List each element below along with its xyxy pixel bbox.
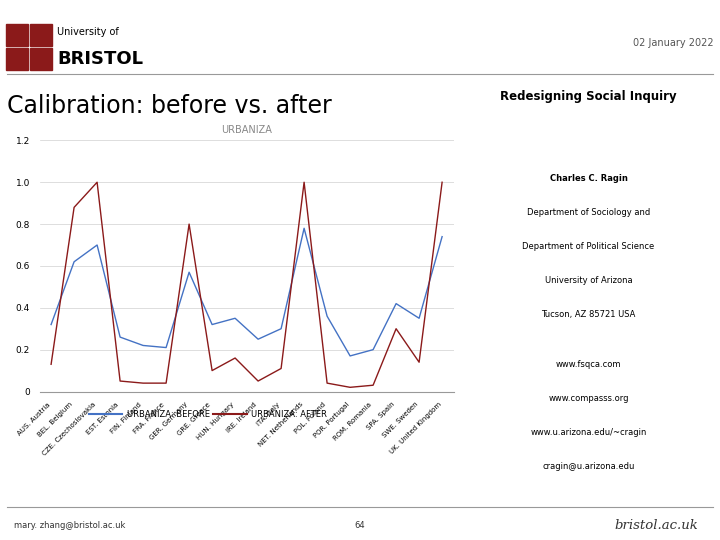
Text: www.compasss.org: www.compasss.org (549, 394, 629, 403)
Title: URBANIZA: URBANIZA (221, 125, 272, 136)
Text: Charles C. Ragin: Charles C. Ragin (549, 174, 628, 183)
Text: URBANIZA: BEFORE: URBANIZA: BEFORE (127, 410, 210, 419)
Text: www.u.arizona.edu/~cragin: www.u.arizona.edu/~cragin (531, 428, 647, 437)
Text: cragin@u.arizona.edu: cragin@u.arizona.edu (542, 462, 635, 471)
FancyBboxPatch shape (6, 24, 28, 46)
Text: University of: University of (57, 27, 119, 37)
FancyBboxPatch shape (30, 48, 52, 70)
Text: 02 January 2022: 02 January 2022 (634, 38, 714, 48)
Text: BRISTOL: BRISTOL (57, 50, 143, 68)
Text: www.fsqca.com: www.fsqca.com (556, 360, 621, 369)
Text: Tucson, AZ 85721 USA: Tucson, AZ 85721 USA (541, 310, 636, 319)
Text: URBANIZA: AFTER: URBANIZA: AFTER (251, 410, 327, 419)
Text: bristol.ac.uk: bristol.ac.uk (615, 519, 698, 532)
Text: 64: 64 (355, 521, 365, 530)
FancyBboxPatch shape (30, 24, 52, 46)
Text: Department of Political Science: Department of Political Science (523, 242, 654, 251)
Text: Department of Sociology and: Department of Sociology and (527, 208, 650, 217)
Text: Calibration: before vs. after: Calibration: before vs. after (7, 93, 332, 118)
Text: University of Arizona: University of Arizona (545, 276, 632, 285)
Text: mary. zhang@bristol.ac.uk: mary. zhang@bristol.ac.uk (14, 521, 126, 530)
Text: Redesigning Social Inquiry: Redesigning Social Inquiry (500, 90, 677, 103)
FancyBboxPatch shape (6, 48, 28, 70)
